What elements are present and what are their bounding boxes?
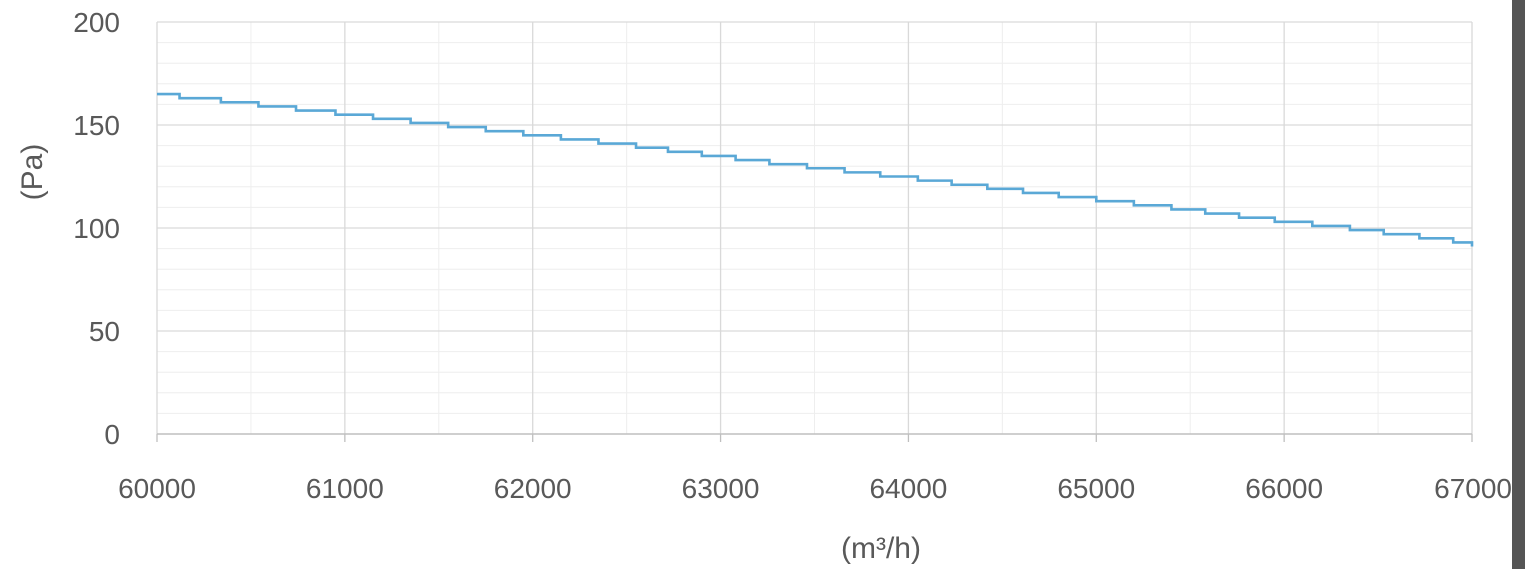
tick-labels: 0 50 100 150 200 60000 61000 62000 63000 64000 650… (73, 7, 1512, 504)
window-edge-bar (1512, 0, 1525, 569)
x-tick-label: 67000 (1434, 473, 1512, 504)
x-tick-label: 66000 (1245, 473, 1323, 504)
y-tick-label: 50 (89, 316, 120, 347)
y-tick-label: 0 (104, 419, 120, 450)
y-tick-label: 150 (73, 110, 120, 141)
y-axis-title: (Pa) (16, 144, 49, 201)
axes (156, 433, 1473, 442)
x-tick-label: 65000 (1057, 473, 1135, 504)
x-axis-title: (m³/h) (841, 532, 921, 565)
x-tick-label: 60000 (118, 473, 196, 504)
x-tick-label: 64000 (869, 473, 947, 504)
x-tick-label: 61000 (306, 473, 384, 504)
x-tick-label: 63000 (682, 473, 760, 504)
series (157, 92, 1474, 247)
grid (156, 21, 1473, 434)
y-tick-label: 200 (73, 7, 120, 38)
y-tick-label: 100 (73, 213, 120, 244)
x-tick-label: 62000 (494, 473, 572, 504)
series-line (157, 92, 1474, 247)
